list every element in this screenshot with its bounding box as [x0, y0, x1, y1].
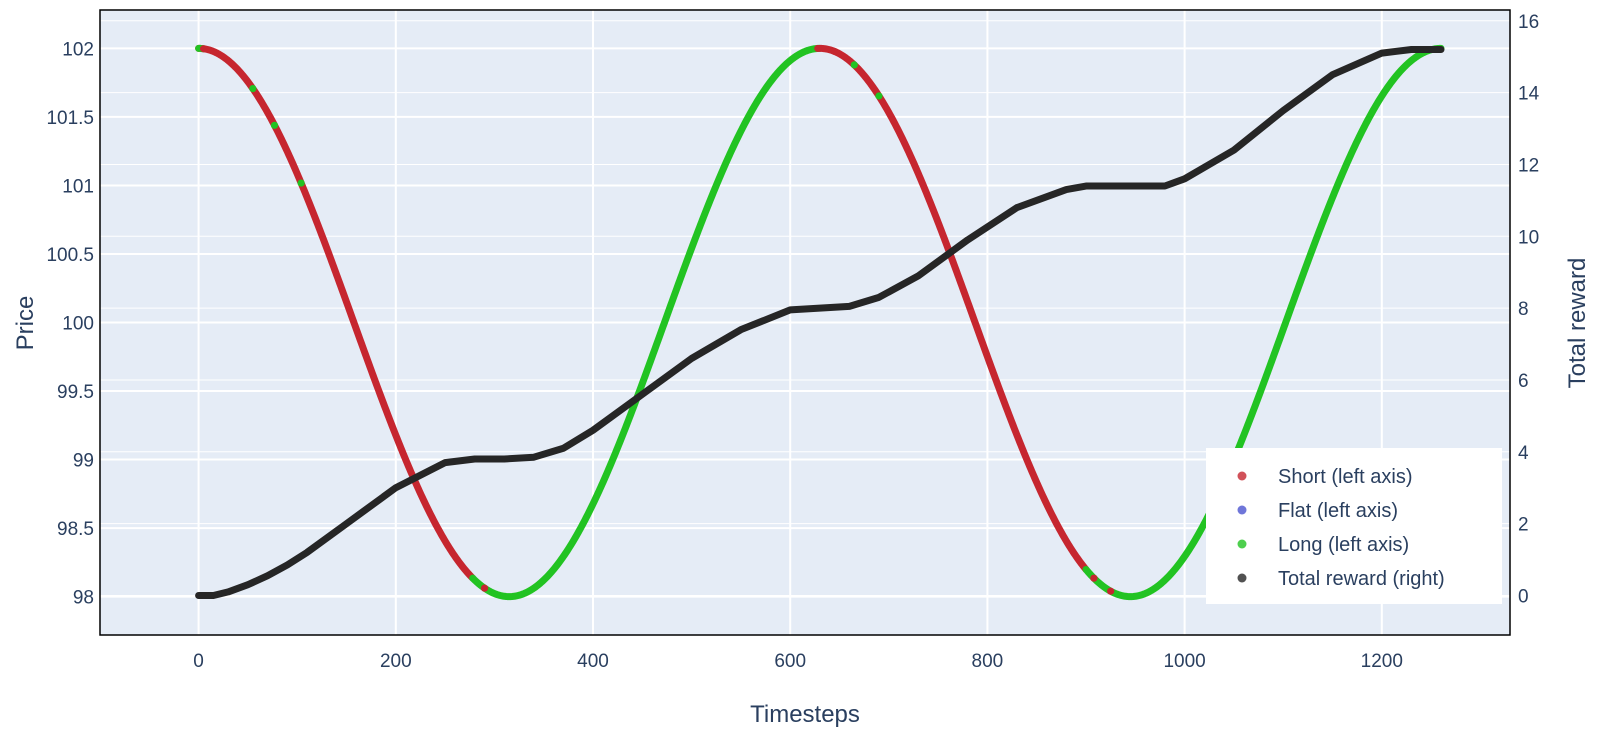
x-axis-ticks: 0 200 400 600 800 1000 1200 [193, 651, 1403, 672]
series-short-point-3 [481, 585, 488, 592]
left-axis-ticks: 98 98.5 99 99.5 100 100.5 101 101.5 102 [46, 39, 94, 608]
x-axis-title: Timesteps [750, 701, 860, 728]
series-short-point-4 [814, 45, 821, 52]
x-tick-label: 600 [774, 651, 806, 672]
series-short-point-9 [1107, 588, 1114, 595]
legend-marker-long [1238, 540, 1247, 549]
x-tick-label: 0 [193, 651, 204, 672]
y-left-tick-label: 102 [62, 39, 94, 60]
y-axis-right-title: Total reward [1564, 258, 1591, 389]
legend-label-total-reward: Total reward (right) [1278, 568, 1445, 590]
y-left-tick-label: 101.5 [46, 108, 94, 129]
x-tick-label: 800 [972, 651, 1004, 672]
y-left-tick-label: 99.5 [57, 382, 94, 403]
x-tick-label: 1000 [1163, 651, 1205, 672]
y-right-tick-label: 6 [1518, 371, 1529, 392]
series-short-point-5 [831, 48, 838, 55]
y-right-tick-label: 2 [1518, 515, 1529, 536]
legend-marker-short [1238, 472, 1247, 481]
y-right-tick-label: 12 [1518, 155, 1539, 176]
y-right-tick-label: 4 [1518, 443, 1529, 464]
series-long-point-2 [298, 179, 305, 186]
y-right-tick-label: 14 [1518, 84, 1540, 105]
legend-label-short: Short (left axis) [1278, 466, 1412, 488]
legend-marker-total-reward [1238, 574, 1247, 583]
legend-marker-flat [1238, 506, 1247, 515]
x-tick-label: 200 [380, 651, 412, 672]
series-long-point-6 [851, 61, 858, 68]
y-left-tick-label: 98 [73, 588, 94, 609]
y-left-tick-label: 98.5 [57, 519, 94, 540]
y-left-tick-label: 100.5 [46, 245, 94, 266]
x-tick-label: 1200 [1361, 651, 1403, 672]
series-long-point-1 [271, 122, 278, 129]
y-left-tick-label: 101 [62, 176, 94, 197]
y-left-tick-label: 100 [62, 314, 94, 335]
legend-label-long: Long (left axis) [1278, 534, 1409, 556]
legend-label-flat: Flat (left axis) [1278, 500, 1398, 522]
y-right-tick-label: 0 [1518, 586, 1529, 607]
series-long-point-0 [249, 85, 256, 92]
series-long-point-7 [875, 92, 882, 99]
y-right-tick-label: 16 [1518, 12, 1539, 33]
y-axis-left-title: Price [12, 296, 39, 351]
y-right-tick-label: 10 [1518, 227, 1539, 248]
series-short-point-8 [1090, 575, 1097, 582]
x-tick-label: 400 [577, 651, 609, 672]
y-right-tick-label: 8 [1518, 299, 1529, 320]
right-axis-ticks: 0 2 4 6 8 10 12 14 16 [1518, 12, 1540, 608]
y-left-tick-label: 99 [73, 451, 94, 472]
legend[interactable]: Short (left axis) Flat (left axis) Long … [1206, 448, 1502, 604]
